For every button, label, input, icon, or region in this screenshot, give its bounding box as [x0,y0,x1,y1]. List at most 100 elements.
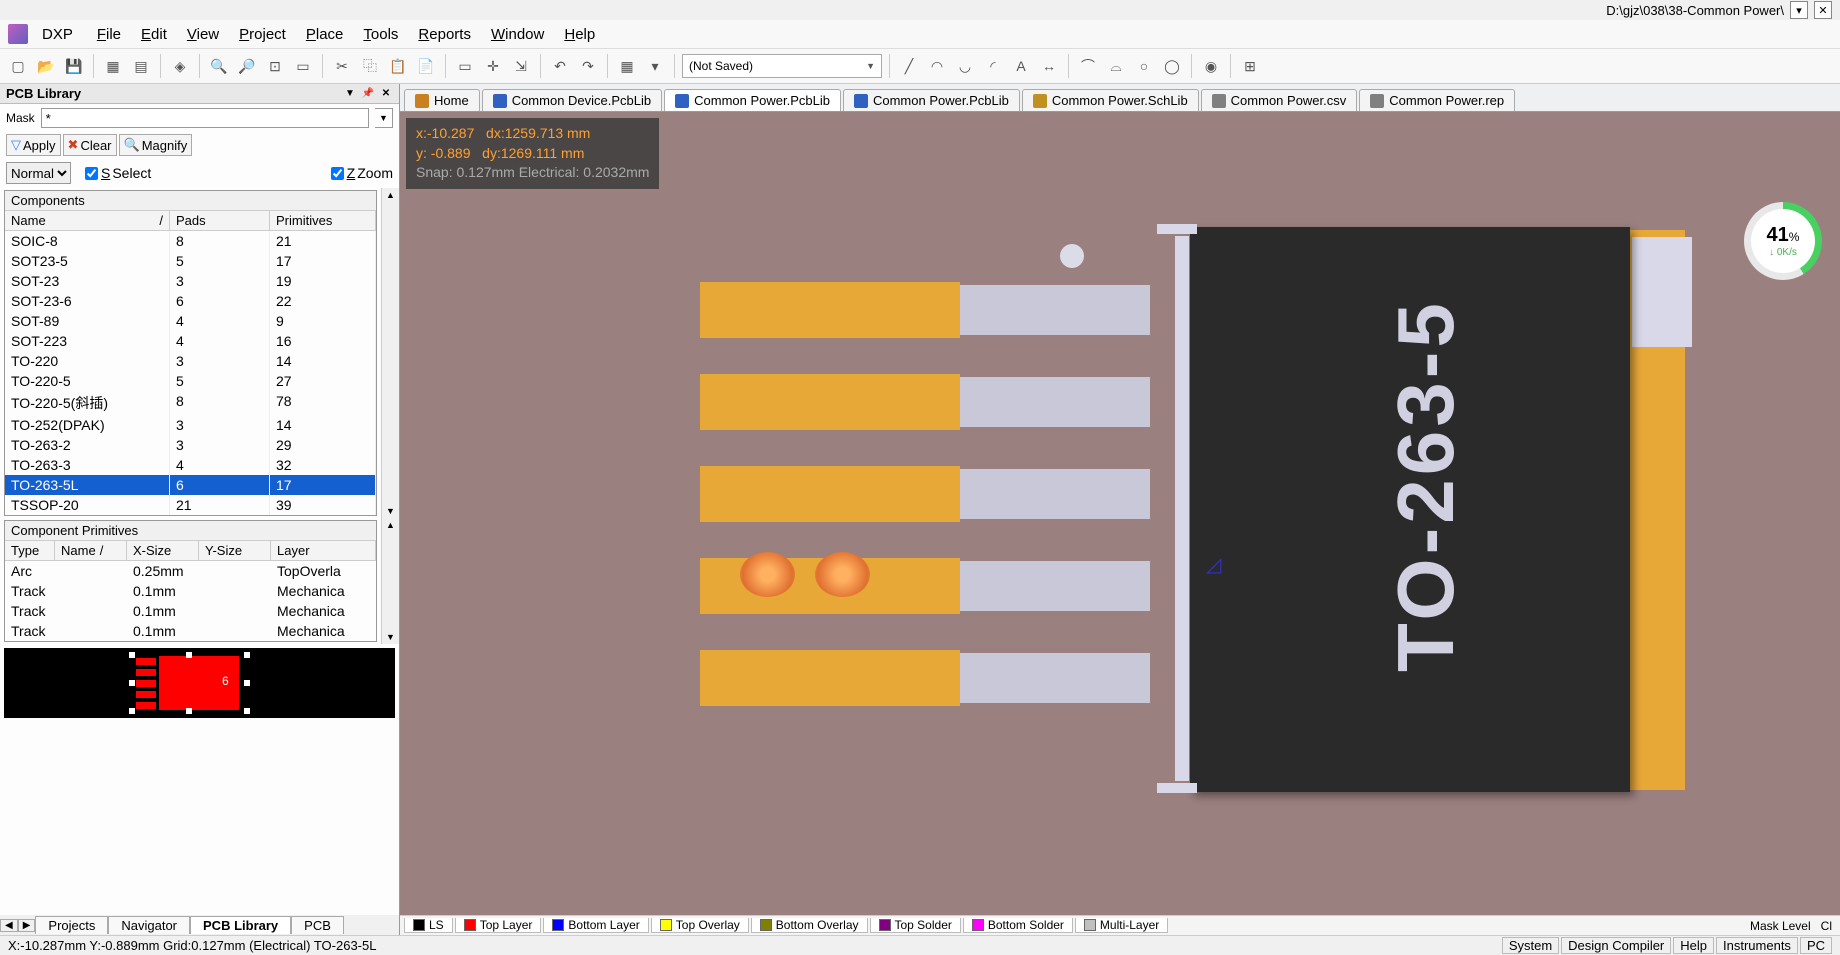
mask-input[interactable] [41,108,369,128]
tab-navigator[interactable]: Navigator [108,916,190,934]
cut-icon[interactable]: ✂ [330,54,354,78]
window-close[interactable]: ✕ [1814,1,1832,19]
panel-close-icon[interactable]: ✕ [379,87,393,101]
table-row[interactable]: TO-263-3432 [5,455,376,475]
components-columns[interactable]: Name/ Pads Primitives [5,211,376,231]
table-row[interactable]: TO-220-5527 [5,371,376,391]
layer-tab[interactable]: Bottom Solder [963,918,1073,933]
layer-tab[interactable]: Bottom Overlay [751,918,868,933]
table-row[interactable]: TO-263-5L617 [5,475,376,495]
grid-icon[interactable]: ▦ [615,54,639,78]
clear-button[interactable]: ✖Clear [63,134,117,156]
save-icon[interactable]: 💾 [62,54,86,78]
layer-tab[interactable]: Multi-Layer [1075,918,1168,933]
menu-help[interactable]: Help [554,22,605,47]
panel-dropdown-icon[interactable]: ▼ [343,87,357,101]
menu-file[interactable]: File [87,22,131,47]
table-row[interactable]: SOT-8949 [5,311,376,331]
new-icon[interactable]: ▢ [6,54,30,78]
layers-icon[interactable]: ◈ [168,54,192,78]
arc2-icon[interactable]: ◡ [953,54,977,78]
menu-reports[interactable]: Reports [408,22,481,47]
zoom-fit-icon[interactable]: ⊡ [263,54,287,78]
doc-tab[interactable]: Common Power.PcbLib [843,89,1020,111]
table-row[interactable]: Arc0.25mmTopOverla [5,561,376,581]
layer-tab[interactable]: Top Layer [455,918,542,933]
circle-icon[interactable]: ◯ [1160,54,1184,78]
tab-pcb[interactable]: PCB [291,916,344,934]
preview-icon[interactable]: ▤ [129,54,153,78]
cross-icon[interactable]: ✛ [481,54,505,78]
layer-tab[interactable]: LS [404,918,453,933]
table-row[interactable]: Track0.1mmMechanica [5,601,376,621]
table-row[interactable]: TSSOP-202139 [5,495,376,515]
menu-dxp[interactable]: DXP [32,22,83,47]
table-row[interactable]: TO-263-2329 [5,435,376,455]
window-dropdown[interactable]: ▾ [1790,1,1808,19]
primitives-scrollbar[interactable]: ▲▼ [381,518,399,644]
doc-tab[interactable]: Common Power.rep [1359,89,1515,111]
primitives-columns[interactable]: Type Name/ X-Size Y-Size Layer [5,541,376,561]
doc-tab[interactable]: Common Device.PcbLib [482,89,662,111]
menu-place[interactable]: Place [296,22,354,47]
workspace-combo[interactable]: (Not Saved) ▼ [682,54,882,78]
magnify-button[interactable]: 🔍Magnify [119,134,193,156]
status-button[interactable]: Instruments [1716,937,1798,954]
status-button[interactable]: Design Compiler [1561,937,1671,954]
print-icon[interactable]: ▦ [101,54,125,78]
line-icon[interactable]: ╱ [897,54,921,78]
menu-tools[interactable]: Tools [353,22,408,47]
comp-icon[interactable]: ⊞ [1238,54,1262,78]
zoom-out-icon[interactable]: 🔎 [235,54,259,78]
doc-tab[interactable]: Common Power.csv [1201,89,1358,111]
text-icon[interactable]: A [1009,54,1033,78]
copy-icon[interactable]: ⿻ [358,54,382,78]
dim-icon[interactable]: ↔ [1037,54,1061,78]
▾-icon[interactable]: ▾ [643,54,667,78]
layer-tab[interactable]: Top Overlay [651,918,749,933]
arc-b-icon[interactable]: ⌓ [1104,54,1128,78]
select-icon[interactable]: ▭ [453,54,477,78]
select-checkbox[interactable]: SSelect [85,165,151,181]
menu-view[interactable]: View [177,22,229,47]
table-row[interactable]: TO-220-5(斜插)878 [5,391,376,415]
paste-icon[interactable]: 📋 [386,54,410,78]
redo-icon[interactable]: ↷ [576,54,600,78]
via-icon[interactable]: ◉ [1199,54,1223,78]
mask-dropdown-icon[interactable]: ▼ [375,108,393,128]
table-row[interactable]: SOT23-5517 [5,251,376,271]
status-button[interactable]: PC [1800,937,1832,954]
components-scrollbar[interactable]: ▲▼ [381,188,399,518]
move2-icon[interactable]: ⇲ [509,54,533,78]
menu-edit[interactable]: Edit [131,22,177,47]
arc-a-icon[interactable]: ⌒ [1076,54,1100,78]
paste2-icon[interactable]: 📄 [414,54,438,78]
menu-project[interactable]: Project [229,22,296,47]
table-row[interactable]: SOIC-8821 [5,231,376,251]
arc-icon[interactable]: ◠ [925,54,949,78]
tab-projects[interactable]: Projects [35,916,108,934]
doc-tab[interactable]: Home [404,89,480,111]
status-button[interactable]: Help [1673,937,1714,954]
doc-tab[interactable]: Common Power.SchLib [1022,89,1199,111]
panel-pin-icon[interactable]: 📌 [361,87,375,101]
table-row[interactable]: Track0.1mmMechanica [5,621,376,641]
table-row[interactable]: SOT-223416 [5,331,376,351]
mode-select[interactable]: Normal [6,162,71,184]
arc-c-icon[interactable]: ○ [1132,54,1156,78]
pcb-canvas[interactable]: x:-10.287 dx:1259.713 mm y: -0.889 dy:12… [400,112,1840,915]
table-row[interactable]: Track0.1mmMechanica [5,581,376,601]
apply-button[interactable]: ▽Apply [6,134,61,156]
arc3-icon[interactable]: ◜ [981,54,1005,78]
menu-window[interactable]: Window [481,22,554,47]
tab-pcb-library[interactable]: PCB Library [190,916,291,934]
table-row[interactable]: SOT-23319 [5,271,376,291]
tab-nav[interactable]: ◀▶ [0,919,35,932]
zoom-checkbox[interactable]: ZZoom [331,165,393,181]
layer-tab[interactable]: Bottom Layer [543,918,648,933]
open-icon[interactable]: 📂 [34,54,58,78]
table-row[interactable]: SOT-23-6622 [5,291,376,311]
zoom-in-icon[interactable]: 🔍 [207,54,231,78]
status-button[interactable]: System [1502,937,1559,954]
doc-tab[interactable]: Common Power.PcbLib [664,89,841,111]
